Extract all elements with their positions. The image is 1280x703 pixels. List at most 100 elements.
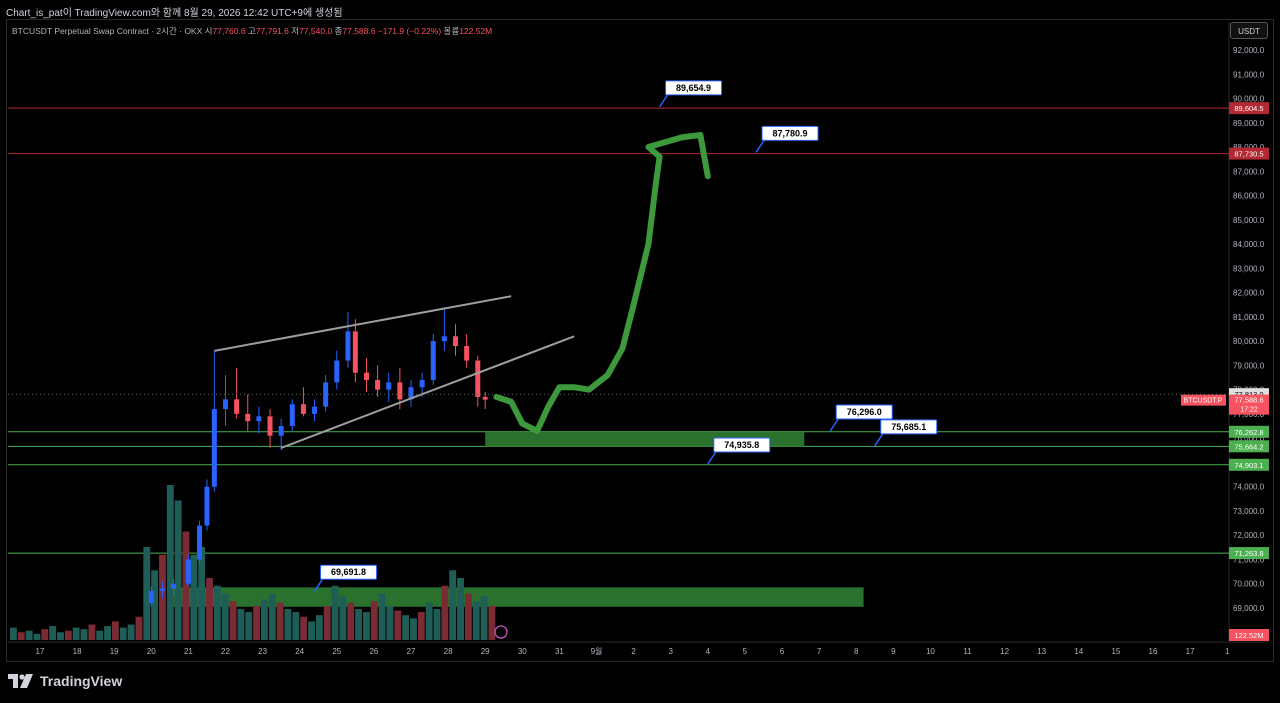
price-level-label: 76,262.8 [1234,428,1263,437]
header-bar: Chart_is_pat이 TradingView.com와 함께 8월 29,… [0,0,1280,20]
volume-bar [331,585,339,640]
x-tick-label: 30 [518,647,527,656]
volume-bar [386,605,394,640]
page-title: Chart_is_pat이 TradingView.com와 함께 8월 29,… [6,8,343,19]
y-tick-label: 79,000.0 [1233,361,1265,370]
y-tick-label: 73,000.0 [1233,507,1265,516]
x-tick-label: 13 [1037,647,1046,656]
candle-body [430,341,436,380]
legend-close-label: 종 [334,26,343,36]
callout-box [761,125,819,141]
volume-bar [127,624,135,640]
projection-arrow [493,131,711,434]
callout-pointer [707,451,717,465]
callout-label: 87,780.9 [773,128,808,138]
callout-label: 76,296.0 [847,407,882,417]
legend-volume-label: 볼륨 [443,26,460,36]
callout-pointer [829,418,839,432]
price-level-label: 89,604.5 [1234,104,1263,113]
volume-bar [10,627,17,640]
last-price-value: 77,588.6 [1234,396,1263,405]
callout-label: 69,691.8 [331,567,366,577]
callout-label: 74,935.8 [724,440,759,450]
candle-body [223,399,228,410]
volume-bar [119,627,127,640]
candle-body [386,382,392,390]
x-tick-label: 31 [555,647,564,656]
callout-pointer [658,94,669,108]
candle-body [475,360,481,397]
footer-brand: TradingView [8,673,122,689]
callout-box [835,404,893,420]
x-tick-label: 29 [481,647,490,656]
volume-bar [378,593,386,640]
callout-box [880,419,938,435]
y-tick-label: 85,000.0 [1233,216,1265,225]
volume-bar [425,602,433,640]
wedge-line-lower [280,335,575,449]
volume-bar [143,547,151,640]
last-price-badge [1229,394,1269,415]
x-tick-label: 22 [221,647,230,656]
volume-bar [355,609,362,640]
candle-body [419,379,425,388]
x-tick-label: 20 [147,647,156,656]
x-tick-label: 27 [407,647,416,656]
volume-bar [472,601,480,640]
candle-body [375,379,381,390]
candle-body [345,331,351,361]
y-tick-label: 89,000.0 [1233,119,1265,128]
candle-body [234,399,240,414]
x-tick-label: 21 [184,647,193,656]
candle-body [267,416,273,436]
y-tick-label: 88,000.0 [1233,143,1265,152]
symbol-tag [1181,394,1226,406]
volume-bar [480,596,488,640]
x-tick-label: 9 [891,647,896,656]
volume-bar [323,605,331,640]
candle-body [211,409,217,487]
callout-label: 89,654.9 [676,83,711,93]
volume-bar [292,612,300,640]
volume-bar [104,626,111,640]
volume-bar [206,578,213,640]
callout-box [665,80,723,96]
x-tick-label: 17 [36,647,45,656]
volume-bar [88,624,96,640]
legend-high: 77,791.6 [255,26,289,36]
callout-box [320,564,378,580]
volume-bar [457,578,464,640]
x-tick-label: 16 [1149,647,1158,656]
volume-bar [268,593,276,640]
price-level-badge [1229,458,1269,471]
legend-open: 77,760.6 [212,26,246,36]
candle-body [482,396,488,400]
volume-bar [213,585,221,640]
x-tick-label: 1 [1225,647,1230,656]
volume-badge [1229,629,1269,641]
volume-bar [182,531,190,640]
volume-bar [276,602,284,640]
y-tick-label: 80,000.0 [1233,337,1265,346]
candle-body [408,387,414,400]
volume-bar [464,593,472,640]
x-tick-label: 10 [926,647,935,656]
x-tick-label: 9월 [591,646,603,656]
volume-bar [347,602,355,640]
currency-button[interactable]: USDT [1230,22,1268,39]
candle-body [323,382,329,407]
price-level-label: 75,664.2 [1234,442,1263,451]
y-tick-label: 92,000.0 [1233,46,1265,55]
price-level-badge [1229,425,1269,438]
volume-bar [49,626,57,640]
y-tick-label: 69,000.0 [1233,604,1265,613]
candle-body [204,486,210,526]
volume-bar [198,547,206,640]
legend-volume: 122.52M [459,26,493,36]
chart-panel[interactable] [6,19,1274,662]
volume-bar [111,621,119,640]
volume-bar [25,630,33,640]
legend-symbol: BTCUSDT Perpetual Swap Contract · 2시간 · … [12,26,203,36]
y-tick-label: 74,000.0 [1233,483,1265,492]
